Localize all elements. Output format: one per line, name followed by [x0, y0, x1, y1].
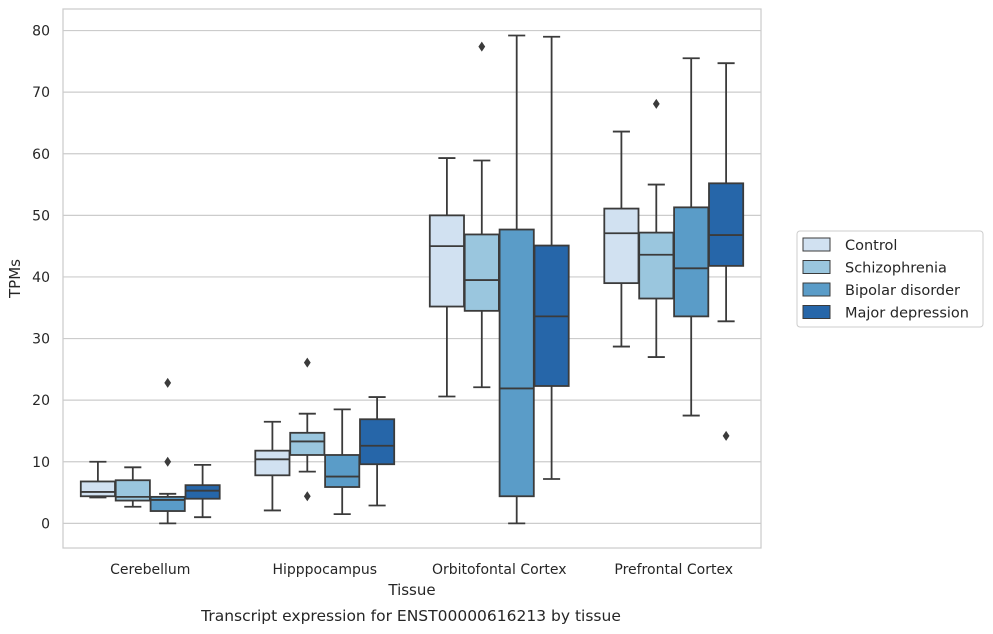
- y-tick-label: 0: [41, 516, 50, 532]
- outlier-marker: [652, 98, 660, 109]
- box-group: [114, 466, 151, 508]
- outlier-marker: [478, 41, 486, 52]
- box-iqr: [673, 206, 710, 318]
- box-iqr: [324, 454, 361, 488]
- box-group: [638, 98, 675, 358]
- legend: Control Schizophrenia Bipolar disorder Majo…: [796, 230, 984, 328]
- box-iqr: [463, 233, 500, 312]
- x-tick-label: Hipppocampus: [272, 562, 377, 578]
- y-tick-label: 10: [32, 455, 50, 471]
- box-iqr: [79, 480, 116, 498]
- legend-item: Major depression: [802, 305, 969, 322]
- box-iqr: [114, 479, 151, 502]
- outlier-marker: [164, 456, 172, 467]
- box-iqr: [359, 418, 396, 466]
- box-iqr: [184, 484, 221, 500]
- box-iqr: [708, 182, 745, 267]
- box-groups: [79, 34, 745, 525]
- y-tick-label: 30: [32, 332, 50, 348]
- box-group: [673, 57, 710, 417]
- box-group: [184, 463, 221, 519]
- x-tick-label: Prefrontal Cortex: [614, 562, 733, 578]
- outlier-marker: [164, 377, 172, 388]
- plot-frame: [62, 8, 762, 549]
- chart-caption: Transcript expression for ENST0000061621…: [200, 607, 621, 625]
- y-tick-label: 50: [32, 208, 50, 224]
- y-tick-label: 40: [32, 270, 50, 286]
- legend-item: Control: [802, 237, 897, 254]
- y-tick-label: 20: [32, 393, 50, 409]
- outlier-marker: [303, 491, 311, 502]
- grid-lines: [63, 29, 761, 524]
- legend-label: Major depression: [845, 306, 969, 322]
- legend-label: Bipolar disorder: [845, 283, 960, 299]
- x-tick-label: Cerebellum: [110, 562, 190, 578]
- box-group: [463, 41, 500, 389]
- legend-label: Schizophrenia: [845, 261, 947, 277]
- box-group: [254, 420, 291, 512]
- legend-label: Control: [845, 238, 897, 254]
- box-iqr: [428, 214, 465, 308]
- box-iqr: [603, 207, 640, 285]
- box-iqr: [638, 231, 675, 300]
- legend-item: Schizophrenia: [802, 260, 947, 277]
- y-axis-title: TPMs: [6, 259, 24, 299]
- y-tick-label: 60: [32, 147, 50, 163]
- outlier-marker: [722, 430, 730, 441]
- box-iqr: [254, 449, 291, 477]
- box-group: [603, 130, 640, 348]
- legend-items: Control Schizophrenia Bipolar disorder Majo…: [802, 237, 969, 322]
- x-tick-label: Orbitofontal Cortex: [432, 562, 567, 578]
- box-group: [708, 62, 745, 441]
- x-tick-labels: Cerebellum Hipppocampus Orbitofontal Corte…: [110, 562, 733, 578]
- legend-swatch: [802, 237, 831, 252]
- box-group: [533, 35, 570, 480]
- box-group: [149, 377, 186, 525]
- y-tick-labels: 0 10 20 30 40 50 60 70 80: [32, 24, 50, 533]
- outlier-marker: [303, 357, 311, 368]
- box-group: [359, 396, 396, 507]
- box-iqr: [149, 495, 186, 512]
- legend-swatch: [802, 305, 831, 319]
- x-axis-title: Tissue: [387, 581, 435, 599]
- legend-item: Bipolar disorder: [802, 282, 960, 299]
- box-group: [289, 357, 326, 502]
- box-group: [324, 408, 361, 516]
- legend-frame: [796, 230, 984, 328]
- box-iqr: [289, 431, 326, 456]
- box-group: [498, 34, 535, 525]
- legend-swatch: [802, 260, 831, 274]
- box-group: [428, 157, 465, 398]
- y-tick-label: 80: [32, 24, 50, 40]
- legend-swatch: [802, 282, 831, 297]
- y-tick-label: 70: [32, 85, 50, 101]
- box-iqr: [498, 228, 535, 498]
